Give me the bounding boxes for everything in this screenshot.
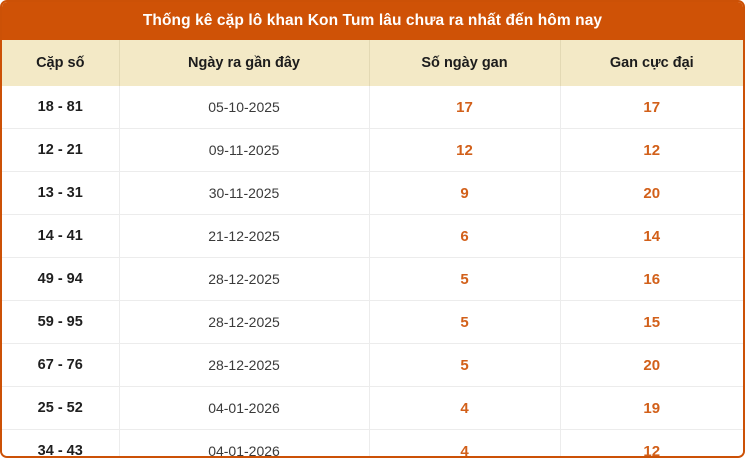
table-row: 49 - 94 28-12-2025 5 16 [2, 257, 743, 301]
cell-gap: 5 [369, 343, 561, 387]
column-header-gap: Số ngày gan [369, 40, 561, 86]
cell-max: 20 [560, 171, 743, 215]
cell-pair: 13 - 31 [2, 171, 120, 215]
cell-max: 17 [560, 86, 743, 129]
cell-date: 09-11-2025 [119, 128, 370, 172]
table-row: 13 - 31 30-11-2025 9 20 [2, 171, 743, 215]
cell-date: 21-12-2025 [119, 214, 370, 258]
cell-pair: 34 - 43 [2, 429, 120, 456]
cell-max: 16 [560, 257, 743, 301]
table-body: 18 - 81 05-10-2025 17 17 12 - 21 09-11-2025 12… [2, 86, 743, 456]
cell-gap: 5 [369, 257, 561, 301]
table-row: 34 - 43 04-01-2026 4 12 [2, 429, 743, 456]
cell-max: 12 [560, 128, 743, 172]
cell-date: 30-11-2025 [119, 171, 370, 215]
cell-gap: 9 [369, 171, 561, 215]
cell-gap: 6 [369, 214, 561, 258]
table-row: 14 - 41 21-12-2025 6 14 [2, 214, 743, 258]
cell-max: 19 [560, 386, 743, 430]
cell-max: 14 [560, 214, 743, 258]
cell-gap: 5 [369, 300, 561, 344]
cell-pair: 25 - 52 [2, 386, 120, 430]
cell-max: 20 [560, 343, 743, 387]
cell-gap: 4 [369, 429, 561, 456]
cell-gap: 17 [369, 86, 561, 129]
table-row: 59 - 95 28-12-2025 5 15 [2, 300, 743, 344]
table-row: 25 - 52 04-01-2026 4 19 [2, 386, 743, 430]
cell-pair: 59 - 95 [2, 300, 120, 344]
table-row: 67 - 76 28-12-2025 5 20 [2, 343, 743, 387]
cell-pair: 14 - 41 [2, 214, 120, 258]
page-title: Thống kê cặp lô khan Kon Tum lâu chưa ra… [2, 2, 743, 40]
cell-date: 28-12-2025 [119, 300, 370, 344]
column-header-date: Ngày ra gần đây [119, 40, 370, 86]
cell-gap: 4 [369, 386, 561, 430]
cell-gap: 12 [369, 128, 561, 172]
cell-date: 28-12-2025 [119, 257, 370, 301]
cell-max: 12 [560, 429, 743, 456]
lottery-stats-table: Cặp số Ngày ra gần đây Số ngày gan Gan c… [2, 40, 743, 456]
table-header-row: Cặp số Ngày ra gần đây Số ngày gan Gan c… [2, 40, 743, 86]
lottery-stats-panel: Thống kê cặp lô khan Kon Tum lâu chưa ra… [0, 0, 745, 458]
column-header-pair: Cặp số [2, 40, 120, 86]
cell-date: 04-01-2026 [119, 386, 370, 430]
table-header: Cặp số Ngày ra gần đây Số ngày gan Gan c… [2, 40, 743, 86]
cell-pair: 49 - 94 [2, 257, 120, 301]
cell-date: 28-12-2025 [119, 343, 370, 387]
cell-date: 05-10-2025 [119, 86, 370, 129]
column-header-max: Gan cực đại [560, 40, 743, 86]
table-row: 18 - 81 05-10-2025 17 17 [2, 86, 743, 129]
cell-pair: 18 - 81 [2, 86, 120, 129]
table-row: 12 - 21 09-11-2025 12 12 [2, 128, 743, 172]
cell-max: 15 [560, 300, 743, 344]
cell-pair: 67 - 76 [2, 343, 120, 387]
cell-pair: 12 - 21 [2, 128, 120, 172]
cell-date: 04-01-2026 [119, 429, 370, 456]
